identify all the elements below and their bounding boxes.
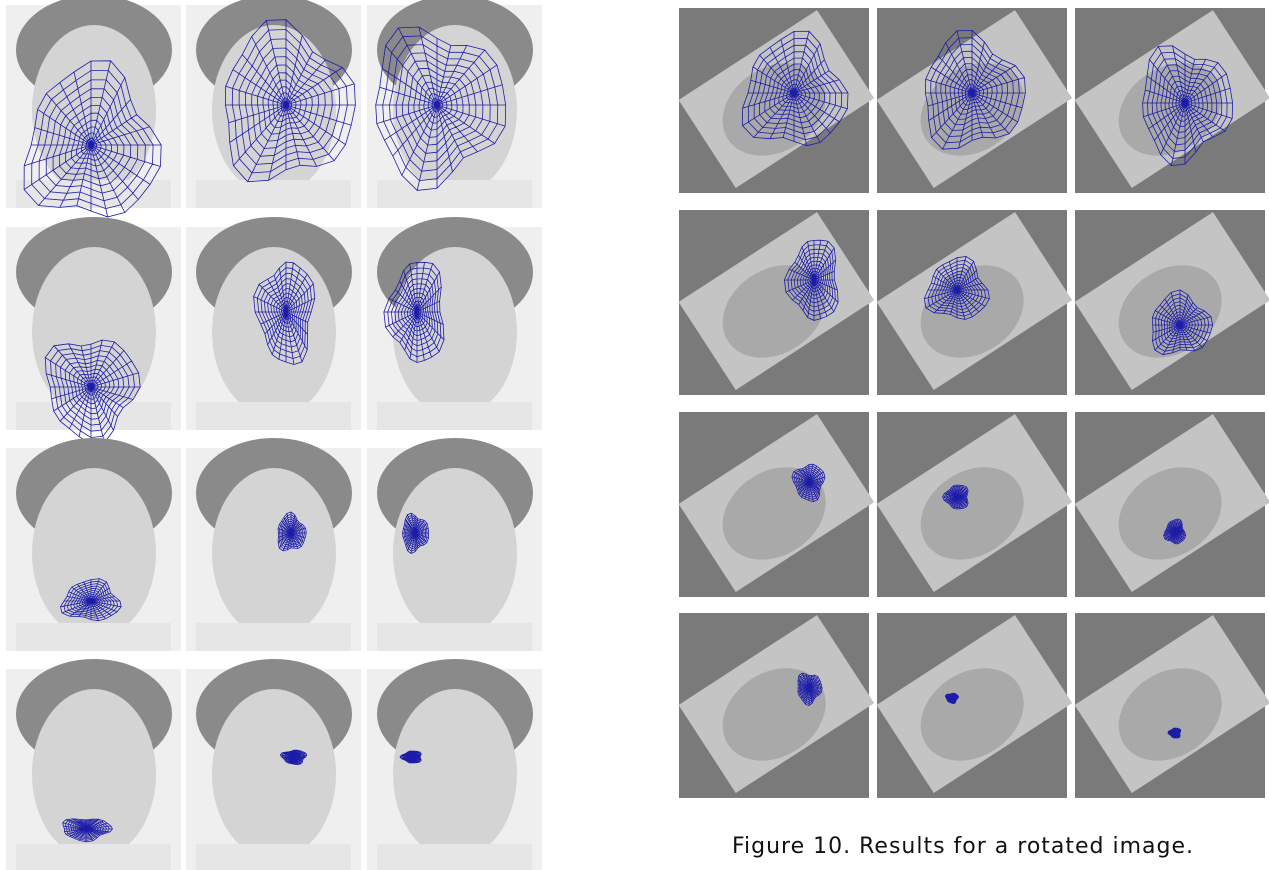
shirt: [196, 180, 351, 208]
rotated-panel: [877, 210, 1073, 395]
shirt: [16, 623, 171, 651]
face-panel: [367, 438, 542, 651]
rotated-panel: [1075, 412, 1269, 597]
rotated-panel: [679, 613, 875, 798]
face-panel: [6, 659, 181, 870]
shirt: [377, 623, 532, 651]
rotated-panel: [877, 412, 1073, 597]
shirt: [16, 844, 171, 870]
rotated-panel: [679, 412, 875, 597]
shirt: [16, 180, 171, 208]
face: [393, 25, 517, 195]
panel-grid: [6, 0, 1269, 870]
face-panel: [6, 0, 181, 217]
figure: Figure 10. Results for a rotated image.: [0, 0, 1269, 870]
rotated-panel: [877, 613, 1073, 798]
face-panel: [6, 438, 181, 651]
shirt: [377, 844, 532, 870]
shirt: [196, 402, 351, 430]
rotated-panel: [1075, 210, 1269, 395]
face-panel: [367, 217, 542, 430]
face: [393, 689, 517, 859]
face-panel: [367, 659, 542, 870]
face: [212, 247, 336, 417]
face: [212, 468, 336, 638]
face-panel: [186, 659, 361, 870]
rotated-panel: [1075, 8, 1269, 193]
shirt: [196, 844, 351, 870]
face: [212, 689, 336, 859]
face-panel: [186, 438, 361, 651]
rotated-panel: [1075, 613, 1269, 798]
rotated-panel: [679, 210, 875, 395]
face: [393, 247, 517, 417]
face: [32, 25, 156, 195]
face-panel: [367, 0, 542, 208]
face-panel: [186, 217, 361, 430]
face: [32, 689, 156, 859]
face-panel: [186, 0, 361, 208]
shirt: [377, 180, 532, 208]
shirt: [377, 402, 532, 430]
face: [32, 468, 156, 638]
rotated-panel: [679, 8, 875, 193]
shirt: [16, 402, 171, 430]
figure-caption: Figure 10. Results for a rotated image.: [732, 834, 1194, 859]
face-panel: [6, 217, 181, 444]
rotated-panel: [877, 8, 1073, 193]
shirt: [196, 623, 351, 651]
